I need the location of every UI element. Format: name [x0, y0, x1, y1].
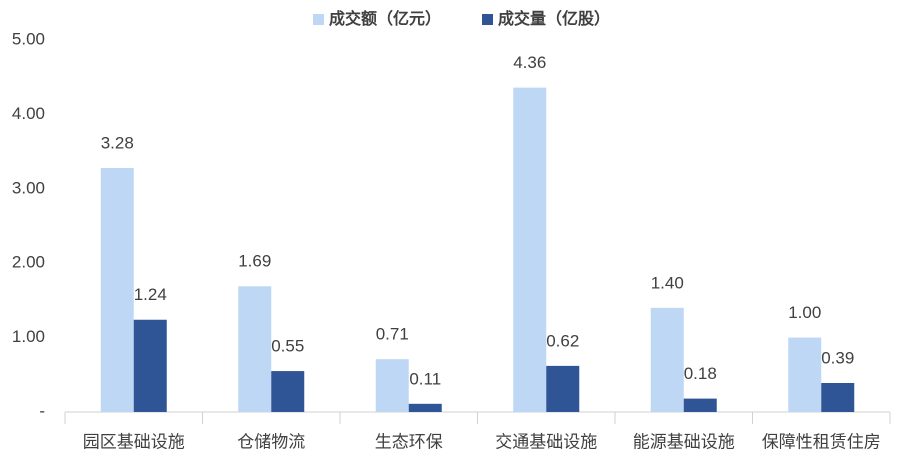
x-tick-label: 能源基础设施	[633, 432, 735, 451]
bar	[513, 87, 547, 412]
data-label: 3.28	[101, 133, 134, 152]
bar	[375, 359, 409, 412]
x-tick-label: 园区基础设施	[83, 432, 185, 451]
data-label: 0.39	[821, 348, 854, 367]
bar	[788, 337, 822, 412]
x-tick-label: 保障性租赁住房	[762, 432, 881, 451]
bar	[546, 365, 580, 412]
legend-swatch	[313, 14, 324, 25]
data-label: 0.71	[376, 325, 409, 344]
bar	[271, 371, 305, 412]
legend-text: 成交额（亿元）	[329, 9, 441, 28]
data-label: 1.69	[238, 252, 271, 271]
y-tick-label: 5.00	[12, 29, 45, 48]
y-tick-label: 3.00	[12, 178, 45, 197]
bar	[650, 307, 684, 412]
bar	[133, 319, 167, 412]
x-tick-label: 交通基础设施	[495, 432, 597, 451]
data-label: 1.24	[134, 285, 167, 304]
data-label: 0.18	[684, 364, 717, 383]
data-label: 0.55	[271, 337, 304, 356]
bar	[238, 286, 272, 412]
data-label: 1.00	[788, 303, 821, 322]
bar	[100, 167, 134, 412]
x-tick-label: 仓储物流	[237, 432, 305, 451]
bar	[683, 398, 717, 412]
bar	[408, 403, 442, 412]
data-label: 0.62	[546, 331, 579, 350]
data-label: 4.36	[513, 53, 546, 72]
y-tick-label: -	[39, 401, 45, 420]
y-tick-label: 4.00	[12, 104, 45, 123]
bar	[821, 382, 855, 412]
legend-text: 成交量（亿股）	[498, 9, 610, 28]
x-tick-label: 生态环保	[375, 432, 443, 451]
y-tick-label: 2.00	[12, 253, 45, 272]
legend-swatch	[482, 14, 493, 25]
data-label: 1.40	[651, 273, 684, 292]
y-tick-label: 1.00	[12, 327, 45, 346]
data-label: 0.11	[409, 369, 441, 388]
